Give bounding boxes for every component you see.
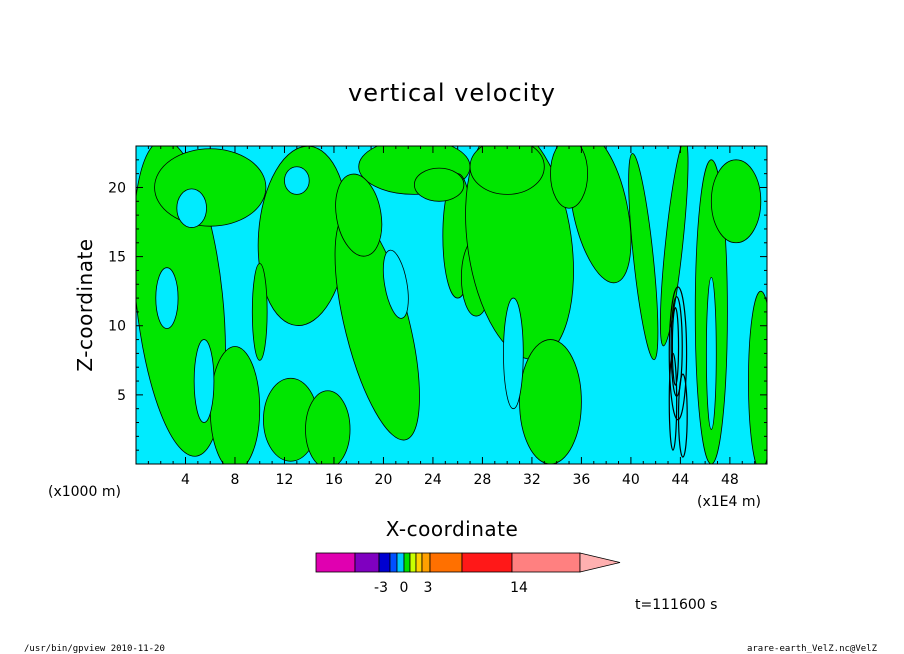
positive-velocity-region xyxy=(550,146,588,209)
positive-velocity-region xyxy=(519,339,582,464)
x-tick-label: 40 xyxy=(622,472,640,488)
plot-area xyxy=(136,146,767,464)
time-label: t=111600 s xyxy=(635,597,717,613)
colorbar-extend-arrow xyxy=(579,552,621,573)
positive-velocity-region xyxy=(628,153,659,361)
positive-velocity-region xyxy=(335,173,383,257)
colorbar-label: -3 xyxy=(374,580,388,596)
x-tick-label: 32 xyxy=(523,472,541,488)
colorbar-segment xyxy=(415,552,423,573)
negative-velocity-region xyxy=(193,339,215,423)
colorbar-segment xyxy=(315,552,356,573)
positive-velocity-region xyxy=(710,159,762,244)
y-axis: 5 10 15 20 xyxy=(108,159,767,451)
colorbar-segment xyxy=(378,552,391,573)
x-tick-label: 12 xyxy=(276,472,294,488)
x-tick-label: 20 xyxy=(375,472,393,488)
y-tick-label: 20 xyxy=(108,180,126,196)
colorbar-label: 3 xyxy=(424,580,433,596)
x-scale-label-2: (x1E4 m) xyxy=(697,494,761,510)
positive-velocity-region xyxy=(209,346,261,464)
positive-velocity-region xyxy=(413,167,465,202)
negative-velocity-region xyxy=(176,188,207,228)
colorbar-labels: -3 0 3 14 xyxy=(374,580,528,596)
positive-velocity-region xyxy=(251,263,268,361)
contour-line xyxy=(668,352,678,451)
negative-velocity-region xyxy=(284,166,310,195)
plot-frame xyxy=(135,145,768,465)
colorbar xyxy=(315,552,621,573)
positive-velocity-region xyxy=(748,290,767,464)
contour-fills xyxy=(136,146,767,464)
x-tick-label: 4 xyxy=(181,472,190,488)
x-axis-label: X-coordinate xyxy=(386,517,519,541)
colorbar-segment xyxy=(354,552,380,573)
chart-title: vertical velocity xyxy=(348,79,556,107)
x-tick-label: 8 xyxy=(231,472,240,488)
contour-line xyxy=(671,307,680,386)
colorbar-label: 0 xyxy=(400,580,409,596)
negative-velocity-region xyxy=(155,267,179,329)
positive-velocity-region xyxy=(659,146,689,347)
x-tick-label: 16 xyxy=(325,472,343,488)
y-tick-label: 10 xyxy=(108,319,126,335)
colorbar-segment xyxy=(396,552,405,573)
x-tick-label: 36 xyxy=(572,472,590,488)
contour-line xyxy=(677,373,688,458)
positive-velocity-region xyxy=(154,148,267,227)
footer-right: arare-earth_VelZ.nc@VelZ xyxy=(747,644,878,654)
negative-velocity-region xyxy=(705,276,717,430)
x-tick-label: 48 xyxy=(721,472,739,488)
x-scale-label: (x1000 m) xyxy=(48,484,121,500)
colorbar-segment xyxy=(389,552,398,573)
x-axis: 4 8 12 16 20 24 28 32 36 40 44 48 xyxy=(147,146,756,488)
contour-line xyxy=(668,286,688,421)
x-tick-label: 24 xyxy=(424,472,442,488)
colorbar-label: 14 xyxy=(510,580,528,596)
colorbar-segment xyxy=(461,552,513,573)
colorbar-segment xyxy=(421,552,431,573)
footer-left: /usr/bin/gpview 2010-11-20 xyxy=(24,644,165,654)
negative-velocity-region xyxy=(382,249,409,319)
colorbar-segment xyxy=(403,552,411,573)
negative-velocity-region xyxy=(503,297,524,410)
y-tick-label: 15 xyxy=(108,250,126,266)
colorbar-segment xyxy=(409,552,417,573)
colorbar-segment xyxy=(429,552,463,573)
colorbar-segment xyxy=(511,552,581,573)
x-tick-label: 28 xyxy=(474,472,492,488)
positive-velocity-region xyxy=(305,390,351,464)
contour-lines-dense xyxy=(668,286,688,458)
y-tick-label: 5 xyxy=(117,388,126,404)
y-axis-label: Z-coordinate xyxy=(73,238,97,371)
positive-velocity-region xyxy=(469,146,545,195)
x-tick-label: 44 xyxy=(671,472,689,488)
